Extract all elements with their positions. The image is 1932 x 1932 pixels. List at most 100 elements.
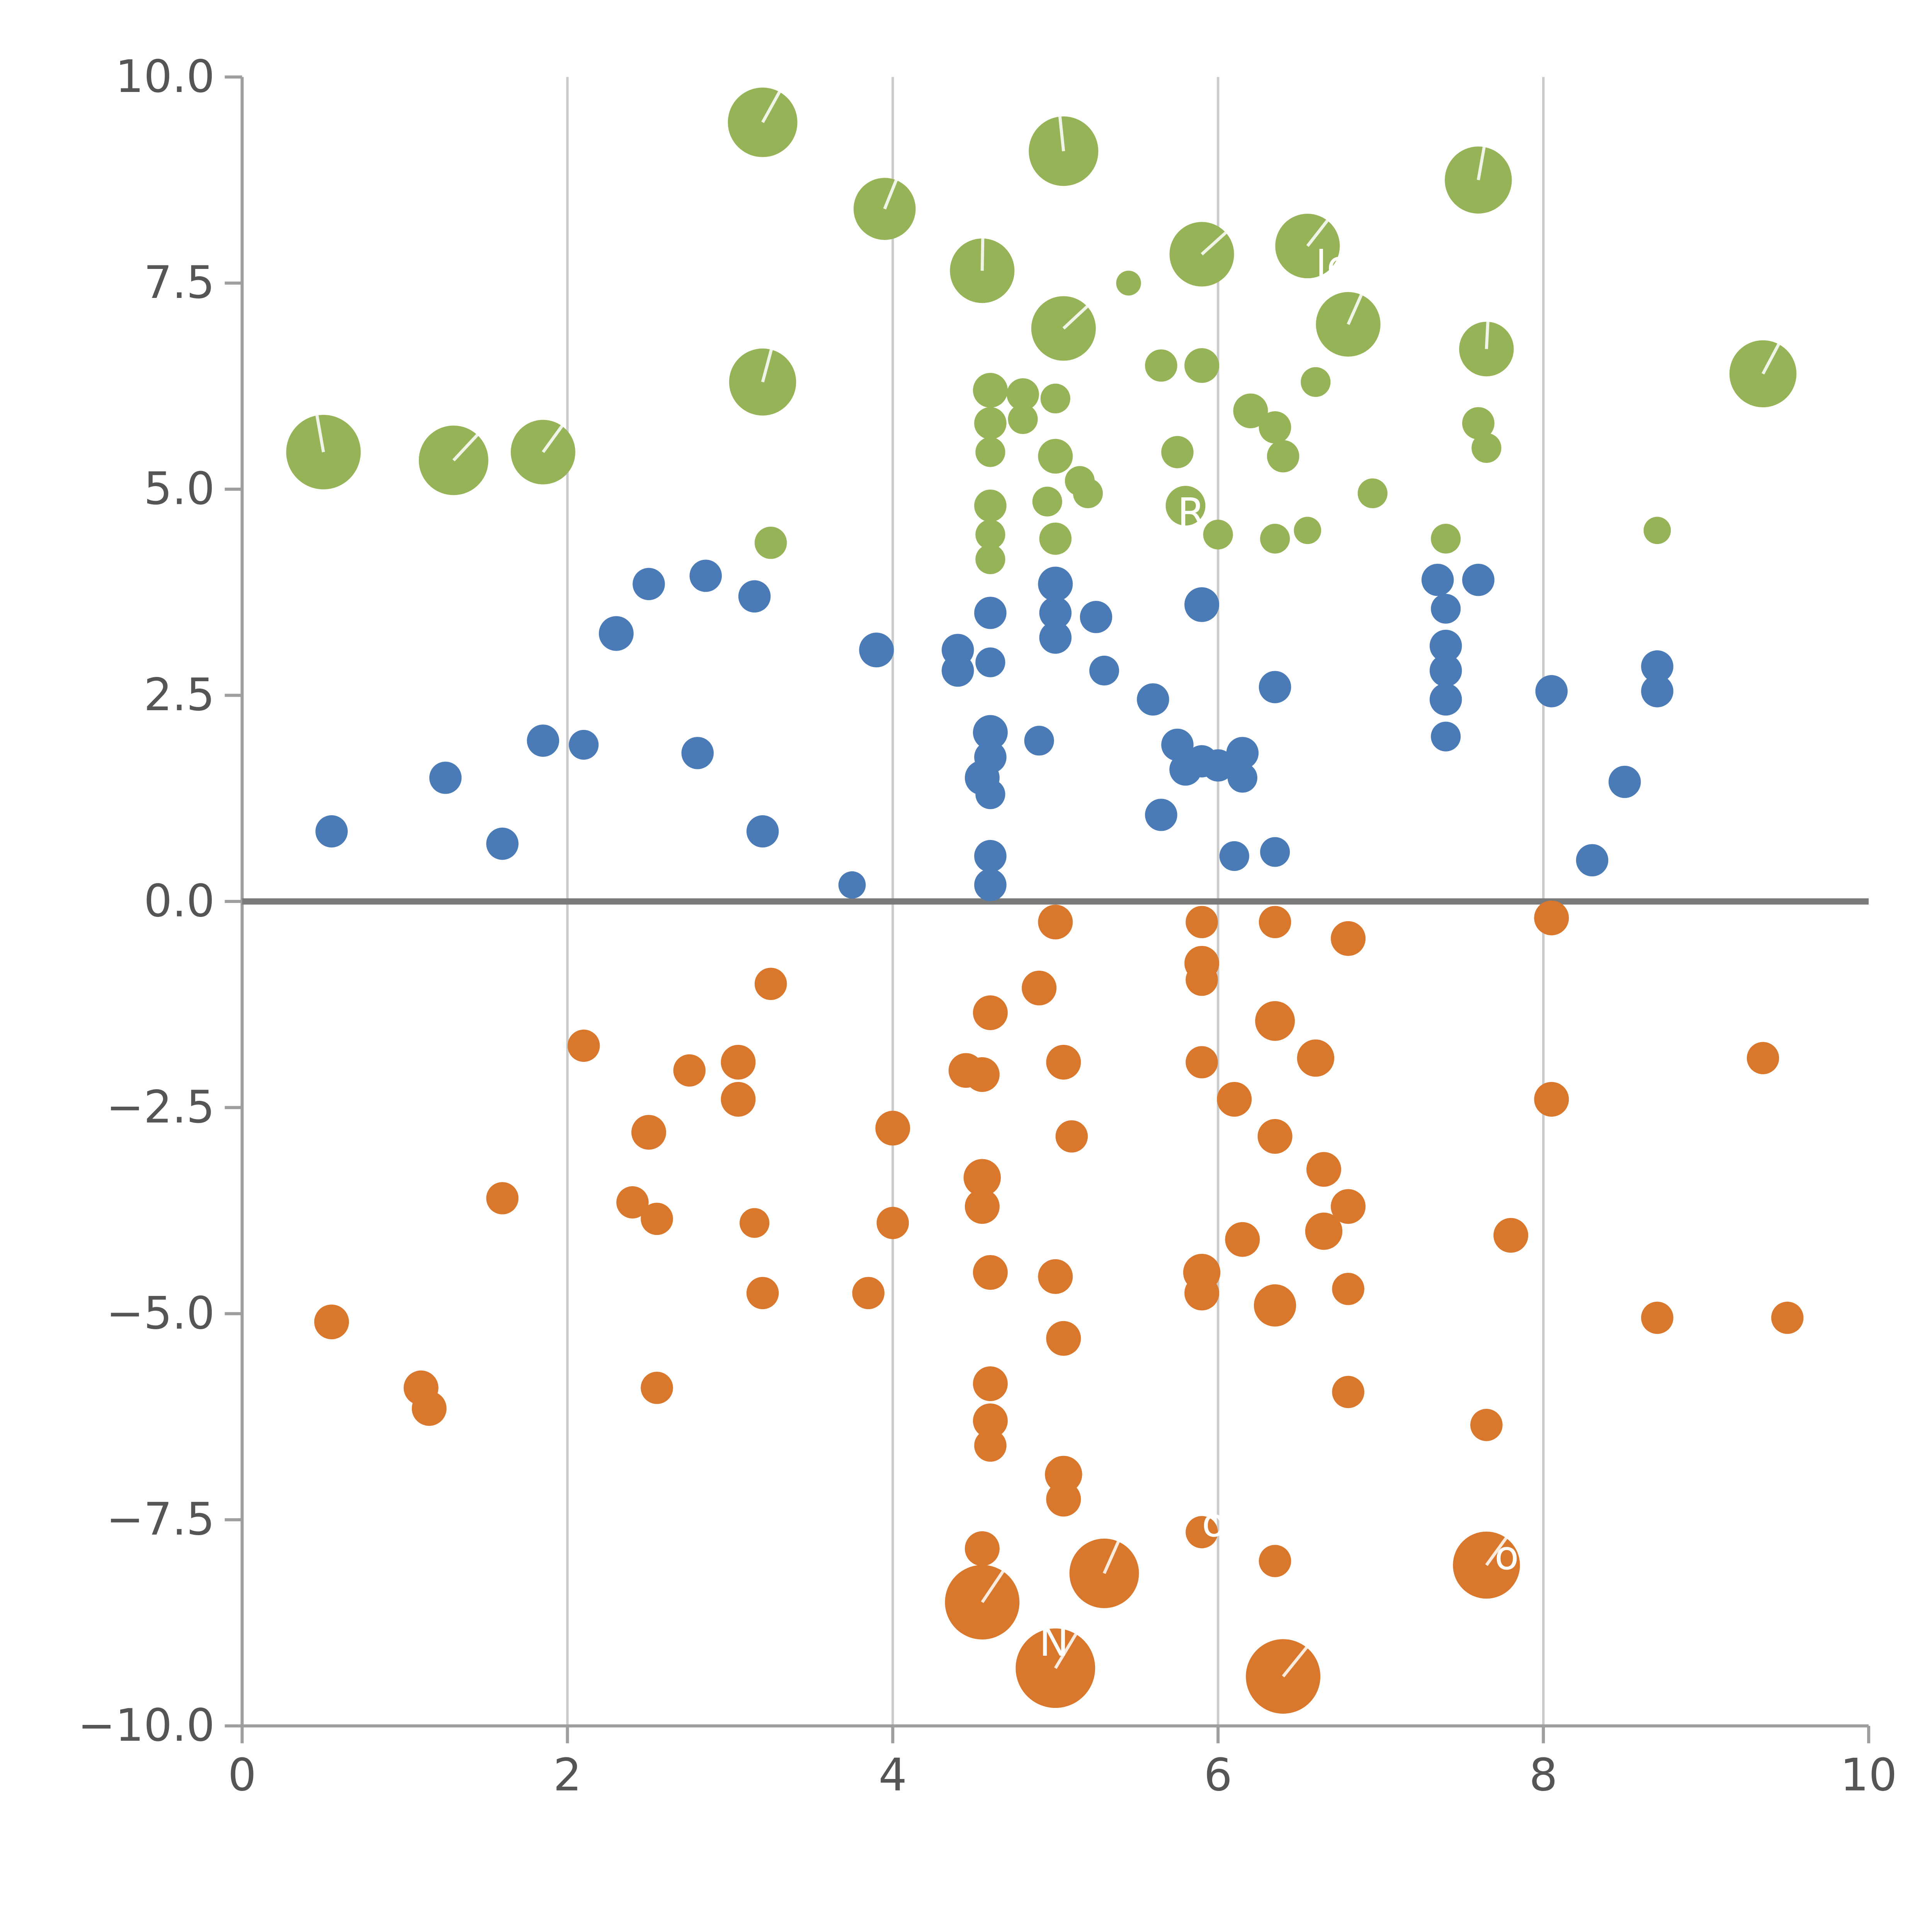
- x-tick-label: 10: [1840, 1750, 1897, 1801]
- data-point-green-cluster: [1038, 439, 1073, 474]
- data-point-blue-cluster: [973, 715, 1008, 750]
- data-point-blue-cluster: [942, 654, 974, 687]
- data-point-blue-cluster: [1535, 675, 1568, 707]
- data-point-orange-cluster: [964, 1189, 1000, 1224]
- data-point-orange-cluster: [1225, 1222, 1260, 1257]
- data-point-orange-cluster: [616, 1186, 649, 1219]
- data-point-orange-cluster: [641, 1372, 673, 1404]
- data-point-blue-cluster: [1161, 728, 1194, 761]
- data-point-blue-cluster: [1429, 629, 1462, 662]
- data-point-orange-cluster: [1185, 963, 1218, 996]
- data-point-orange-cluster: [973, 1255, 1008, 1290]
- data-point-green-cluster: [1294, 517, 1321, 544]
- data-point-orange-cluster: [963, 1159, 1001, 1196]
- data-point-orange-cluster: [1254, 1284, 1296, 1327]
- y-tick-label: 7.5: [144, 257, 215, 309]
- data-point-orange-cluster: [964, 1057, 1000, 1092]
- data-point-green-cluster: [1007, 378, 1039, 411]
- bubble-radial-tick: [1761, 343, 1780, 375]
- white-label-fragment: le: [1316, 243, 1351, 289]
- data-point-orange-cluster: [964, 1531, 1000, 1566]
- bubble-radial-tick: [452, 434, 479, 462]
- data-point-orange-cluster: [1331, 921, 1366, 956]
- data-point-blue-cluster: [1429, 654, 1462, 687]
- data-point-orange-cluster: [973, 1403, 1008, 1439]
- data-point-blue-cluster: [1024, 726, 1054, 756]
- y-tick-label: 2.5: [144, 669, 215, 721]
- data-point-orange-cluster: [314, 1304, 349, 1340]
- data-point-orange-cluster: [1306, 1152, 1341, 1187]
- data-point-blue-cluster: [1462, 563, 1495, 596]
- data-point-green-cluster: [1643, 517, 1671, 544]
- data-point-green-cluster: [1471, 433, 1502, 463]
- data-point-orange-cluster: [1022, 970, 1057, 1005]
- data-point-green-cluster: [1161, 436, 1194, 468]
- data-point-orange-cluster: [1046, 1481, 1081, 1517]
- data-point-green-cluster: [1233, 393, 1268, 429]
- data-point-green-cluster: [973, 373, 1008, 408]
- x-tick-label: 4: [879, 1750, 907, 1801]
- bubble-radial-tick: [1485, 321, 1490, 349]
- y-tick-label: 10.0: [115, 51, 215, 103]
- data-point-green-cluster: [1184, 348, 1219, 383]
- data-point-orange-cluster: [1185, 1516, 1218, 1548]
- data-point-orange-cluster: [1332, 1272, 1364, 1305]
- data-point-orange-cluster: [1015, 1628, 1095, 1708]
- data-point-orange-cluster: [1046, 1044, 1081, 1080]
- data-point-orange-cluster: [673, 1054, 706, 1087]
- data-point-blue-cluster: [974, 869, 1007, 901]
- data-point-green-cluster: [1462, 407, 1495, 440]
- data-point-orange-cluster: [875, 1111, 910, 1146]
- data-point-blue-cluster: [599, 616, 634, 651]
- data-point-green-cluster: [1259, 411, 1291, 444]
- data-point-orange-cluster: [974, 1429, 1007, 1462]
- data-point-orange-cluster: [567, 1029, 600, 1062]
- y-tick-label: 0.0: [144, 875, 215, 927]
- data-point-blue-cluster: [681, 737, 714, 769]
- data-point-blue-cluster: [838, 871, 866, 899]
- data-point-blue-cluster: [1089, 655, 1119, 686]
- data-point-green-cluster: [1267, 440, 1299, 473]
- data-point-orange-cluster: [754, 968, 787, 1000]
- data-point-orange-cluster: [1747, 1042, 1779, 1075]
- bubble-radial-tick: [1058, 116, 1065, 151]
- data-point-orange-cluster: [973, 995, 1008, 1030]
- bubble-radial-tick: [1485, 1537, 1508, 1566]
- data-point-blue-cluster: [1608, 765, 1641, 798]
- data-point-blue-cluster: [527, 724, 560, 757]
- data-point-green-cluster: [975, 519, 1005, 549]
- data-point-orange-cluster: [1255, 1001, 1295, 1041]
- data-point-blue-cluster: [1227, 763, 1258, 793]
- data-point-orange-cluster: [1259, 1545, 1291, 1577]
- data-point-blue-cluster: [1421, 563, 1454, 596]
- data-point-green-cluster: [1116, 270, 1141, 296]
- data-point-blue-cluster: [1226, 737, 1259, 769]
- data-point-orange-cluster: [721, 1082, 756, 1117]
- bubble-radial-tick: [315, 415, 325, 452]
- data-point-blue-cluster: [1431, 594, 1461, 624]
- data-point-orange-cluster: [1046, 1321, 1081, 1356]
- bubble-radial-tick: [980, 238, 985, 271]
- x-tick-label: 2: [553, 1750, 582, 1801]
- bubble-radial-tick: [1306, 219, 1329, 247]
- data-point-orange-cluster: [1331, 1189, 1366, 1224]
- data-point-orange-cluster: [1045, 1456, 1082, 1493]
- data-point-orange-cluster: [1038, 1259, 1073, 1294]
- data-point-orange-cluster: [1297, 1039, 1335, 1077]
- data-point-orange-cluster: [1217, 1082, 1252, 1117]
- data-point-orange-cluster: [1641, 1301, 1673, 1334]
- data-point-orange-cluster: [876, 1207, 909, 1239]
- bubble-radial-tick: [1062, 305, 1088, 330]
- bubble-radial-tick: [761, 91, 781, 123]
- data-point-orange-cluster: [641, 1202, 673, 1235]
- data-point-orange-cluster: [1055, 1120, 1088, 1153]
- bubble-radial-tick: [1201, 231, 1227, 255]
- bubble-radial-tick: [1282, 1646, 1308, 1678]
- data-point-green-cluster: [1203, 519, 1233, 549]
- data-point-green-cluster: [974, 489, 1007, 522]
- bubble-radial-tick: [1054, 1633, 1077, 1669]
- data-point-green-cluster: [754, 526, 787, 559]
- data-point-green-cluster: [1032, 486, 1062, 517]
- data-point-orange-cluster: [1493, 1218, 1529, 1253]
- data-point-blue-cluster: [974, 840, 1007, 872]
